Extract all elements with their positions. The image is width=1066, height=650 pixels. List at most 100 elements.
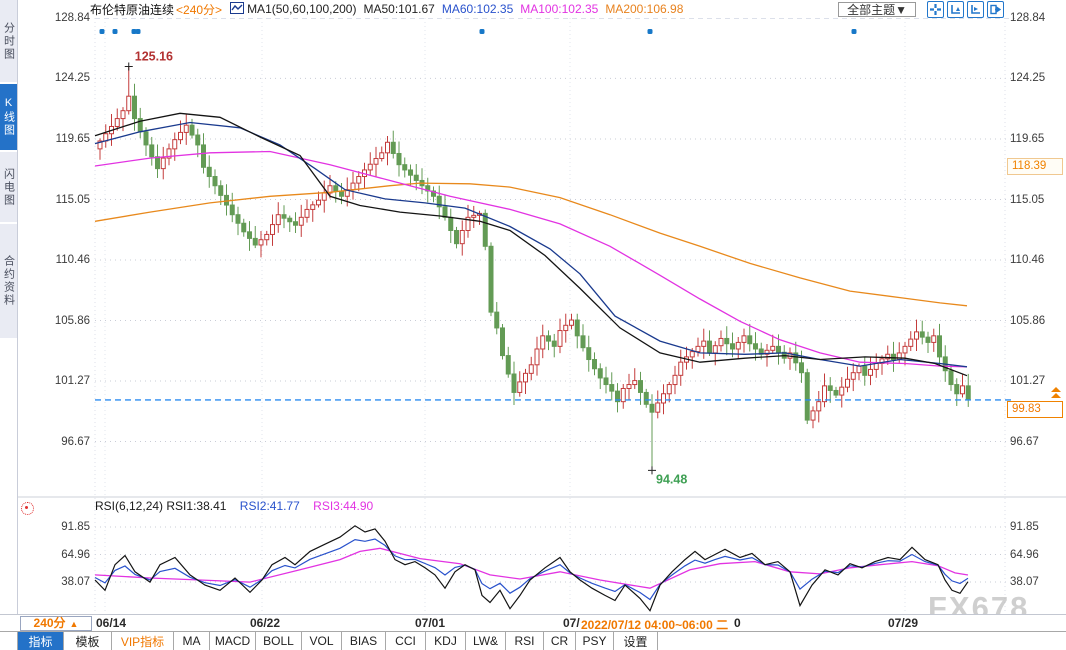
rsi-title: RSI(6,12,24) RSI1:38.41 <box>95 499 227 513</box>
ma100-line <box>94 150 968 368</box>
axis-tick-label: 119.65 <box>55 132 90 145</box>
ma-value-label: MA50:101.67 <box>363 2 435 16</box>
axis-tick-label: 64.96 <box>61 548 90 561</box>
event-marker-icon[interactable] <box>479 29 485 34</box>
toolbar-filler <box>658 632 1066 650</box>
ma200-line <box>94 182 968 307</box>
indicator-settings-icon[interactable] <box>21 502 34 515</box>
axis-tick-label: 110.46 <box>1010 253 1045 266</box>
scale-axis-up-icon[interactable] <box>947 0 964 18</box>
toolbar-item-CR[interactable]: CR <box>544 632 576 650</box>
x-axis-date: 07/01 <box>415 616 446 630</box>
chart-header: 布伦特原油连续 <240分> MA1(50,60,100,200) MA50:1… <box>18 0 1066 18</box>
sidebar-tab[interactable]: 分时图 <box>0 0 17 84</box>
alert-price-badge: 118.39 <box>1007 158 1063 175</box>
theme-dropdown-button[interactable]: 全部主题▼ <box>838 1 916 17</box>
rsi2-value: RSI2:41.77 <box>239 499 300 513</box>
last-price-badge: 99.83 <box>1007 401 1063 418</box>
ma-value-label: MA200:106.98 <box>605 2 684 16</box>
pan-exit-icon[interactable] <box>987 0 1004 18</box>
ma-line-chart-icon <box>230 1 245 17</box>
ma60-line <box>94 121 968 368</box>
selected-candle-info: 2022/07/12 04:00~06:00 二 <box>581 616 729 633</box>
ma-values: MA50:101.67 MA60:102.35 MA100:102.35 MA200:… <box>356 2 683 16</box>
sidebar-tab[interactable]: K线图 <box>0 84 17 152</box>
toolbar-item-模板[interactable]: 模板 <box>64 632 112 650</box>
toolbar-item-MACD[interactable]: MACD <box>210 632 256 650</box>
triangle-up-icon: ▲ <box>69 619 79 629</box>
axis-tick-label: 101.27 <box>54 374 90 387</box>
indicator-toolbar: 指标 模板 VIP指标 MA MACD BOLL VOL BIAS CCI KDJ LW& RSI CR… <box>0 631 1066 650</box>
rsi-lines-layer <box>94 525 969 612</box>
event-marker-icon[interactable] <box>135 29 141 34</box>
low-annotation: 94.48 <box>656 472 687 486</box>
candles-layer <box>97 66 971 471</box>
toolbar-item-KDJ[interactable]: KDJ <box>426 632 466 650</box>
toolbar-item-CCI[interactable]: CCI <box>386 632 426 650</box>
ma-value-label: MA100:102.35 <box>520 2 599 16</box>
event-marker-icon[interactable] <box>851 29 857 34</box>
event-marker-icon[interactable] <box>131 29 137 34</box>
axis-tick-label: 105.86 <box>1010 314 1046 327</box>
axis-tick-label: 38.07 <box>61 576 90 588</box>
sidebar-tab[interactable]: 合约资料 <box>0 224 17 340</box>
axis-tick-label: 96.67 <box>61 435 90 448</box>
axis-tick-label: 110.46 <box>55 253 90 266</box>
toolbar-item-指标[interactable]: 指标 <box>18 632 64 650</box>
x-axis-date: 07/29 <box>888 616 919 630</box>
x-axis-date: 06/14 <box>96 616 127 630</box>
time-axis-row: 240分 ▲ 06/14 06/22 07/01 07/07/29 2022/07/12 … <box>0 614 1066 633</box>
axis-tick-label: 91.85 <box>61 521 90 533</box>
ma-settings-label: MA1(50,60,100,200) <box>247 2 357 16</box>
toolbar-item-VIP指标[interactable]: VIP指标 <box>112 632 174 650</box>
axis-tick-label: 119.65 <box>1010 132 1045 145</box>
rsi3-value: RSI3:44.90 <box>313 499 374 513</box>
ma-lines-layer <box>94 112 968 377</box>
toolbar-item-RSI[interactable]: RSI <box>506 632 544 650</box>
x-axis-date: 07/ <box>563 616 580 630</box>
period-selector[interactable]: <240分> <box>176 2 223 17</box>
selected-candle-extra: 0 <box>734 616 741 630</box>
chart-type-sidebar: 分时图 K线图 闪电图 合约资料 <box>0 0 18 614</box>
axis-tick-label: 91.85 <box>1010 521 1039 533</box>
toolbar-item-MA[interactable]: MA <box>174 632 210 650</box>
axis-tick-label: 115.05 <box>1010 193 1045 206</box>
candlestick-chart[interactable]: 125.16 94.48 128.84 128.84 124.25 124.25 119.… <box>18 12 1066 614</box>
rsi3-line <box>94 547 969 589</box>
crosshair-icon[interactable] <box>927 0 944 18</box>
ma-value-label: MA60:102.35 <box>441 2 514 16</box>
toolbar-item-PSY[interactable]: PSY <box>576 632 614 650</box>
high-annotation: 125.16 <box>135 49 173 63</box>
ma50-line <box>94 112 968 377</box>
event-marker-icon[interactable] <box>647 29 653 34</box>
rsi-legend: RSI(6,12,24) RSI1:38.41 RSI2:41.77 RSI3:… <box>95 499 373 513</box>
axis-tick-label: 101.27 <box>1010 374 1046 387</box>
sidebar-tab[interactable]: 闪电图 <box>0 152 17 224</box>
toolbar-item-LW&[interactable]: LW& <box>466 632 506 650</box>
symbol-name: 布伦特原油连续 <box>90 2 175 17</box>
toolbar-item-设置[interactable]: 设置 <box>614 632 658 650</box>
rsi1-line <box>94 525 969 612</box>
toolbar-item-VOL[interactable]: VOL <box>302 632 342 650</box>
price-up-arrow-icon <box>1051 387 1061 392</box>
price-up-arrow-icon <box>1051 393 1061 398</box>
rsi2-line <box>94 538 969 601</box>
period-dropdown[interactable]: 240分 ▲ <box>20 616 92 631</box>
axis-tick-label: 128.84 <box>54 12 90 24</box>
scale-axis-right-icon[interactable] <box>967 0 984 18</box>
x-axis-date: 06/22 <box>250 616 281 630</box>
axis-tick-label: 124.25 <box>54 72 90 85</box>
event-marker-icon[interactable] <box>112 29 118 34</box>
toolbar-item-BOLL[interactable]: BOLL <box>256 632 302 650</box>
axis-tick-label: 96.67 <box>1010 435 1039 448</box>
axis-tick-label: 105.86 <box>54 314 90 327</box>
toolbar-item-BIAS[interactable]: BIAS <box>342 632 386 650</box>
chart-canvas[interactable]: 125.16 94.48 <box>18 18 1066 614</box>
event-marker-icon[interactable] <box>99 29 105 34</box>
toolbar-spacer <box>0 632 18 650</box>
axis-tick-label: 38.07 <box>1010 576 1039 588</box>
axis-tick-label: 124.25 <box>1010 72 1046 85</box>
axis-tick-label: 115.05 <box>55 193 90 206</box>
axis-tick-label: 64.96 <box>1010 548 1039 561</box>
axis-tick-label: 128.84 <box>1010 12 1046 24</box>
